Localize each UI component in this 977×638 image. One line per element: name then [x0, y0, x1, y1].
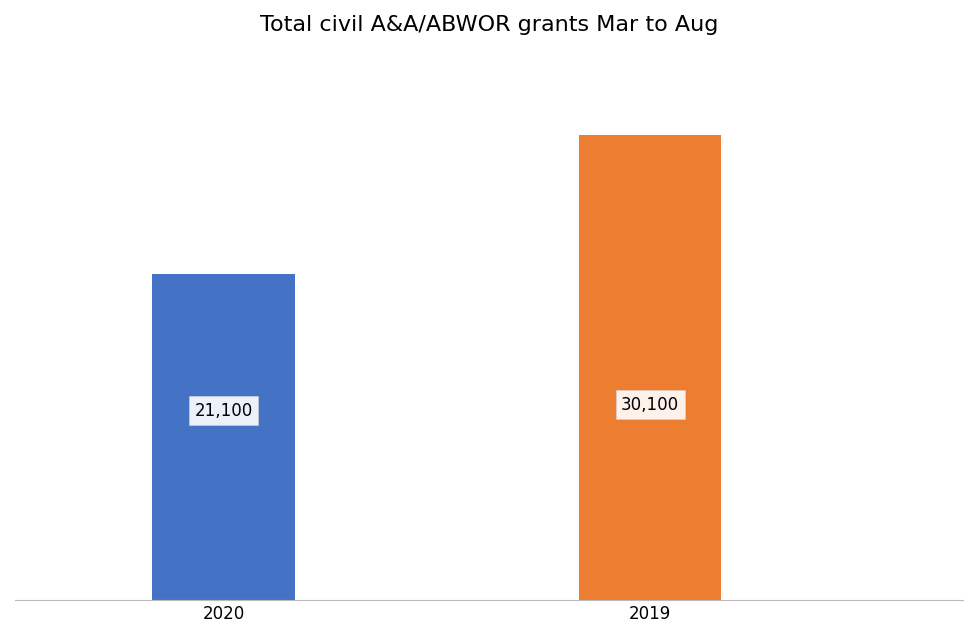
Title: Total civil A&A/ABWOR grants Mar to Aug: Total civil A&A/ABWOR grants Mar to Aug — [260, 15, 717, 35]
Text: 21,100: 21,100 — [194, 402, 252, 420]
Bar — [152, 274, 294, 600]
Text: 30,100: 30,100 — [620, 396, 679, 413]
Bar — [578, 135, 720, 600]
